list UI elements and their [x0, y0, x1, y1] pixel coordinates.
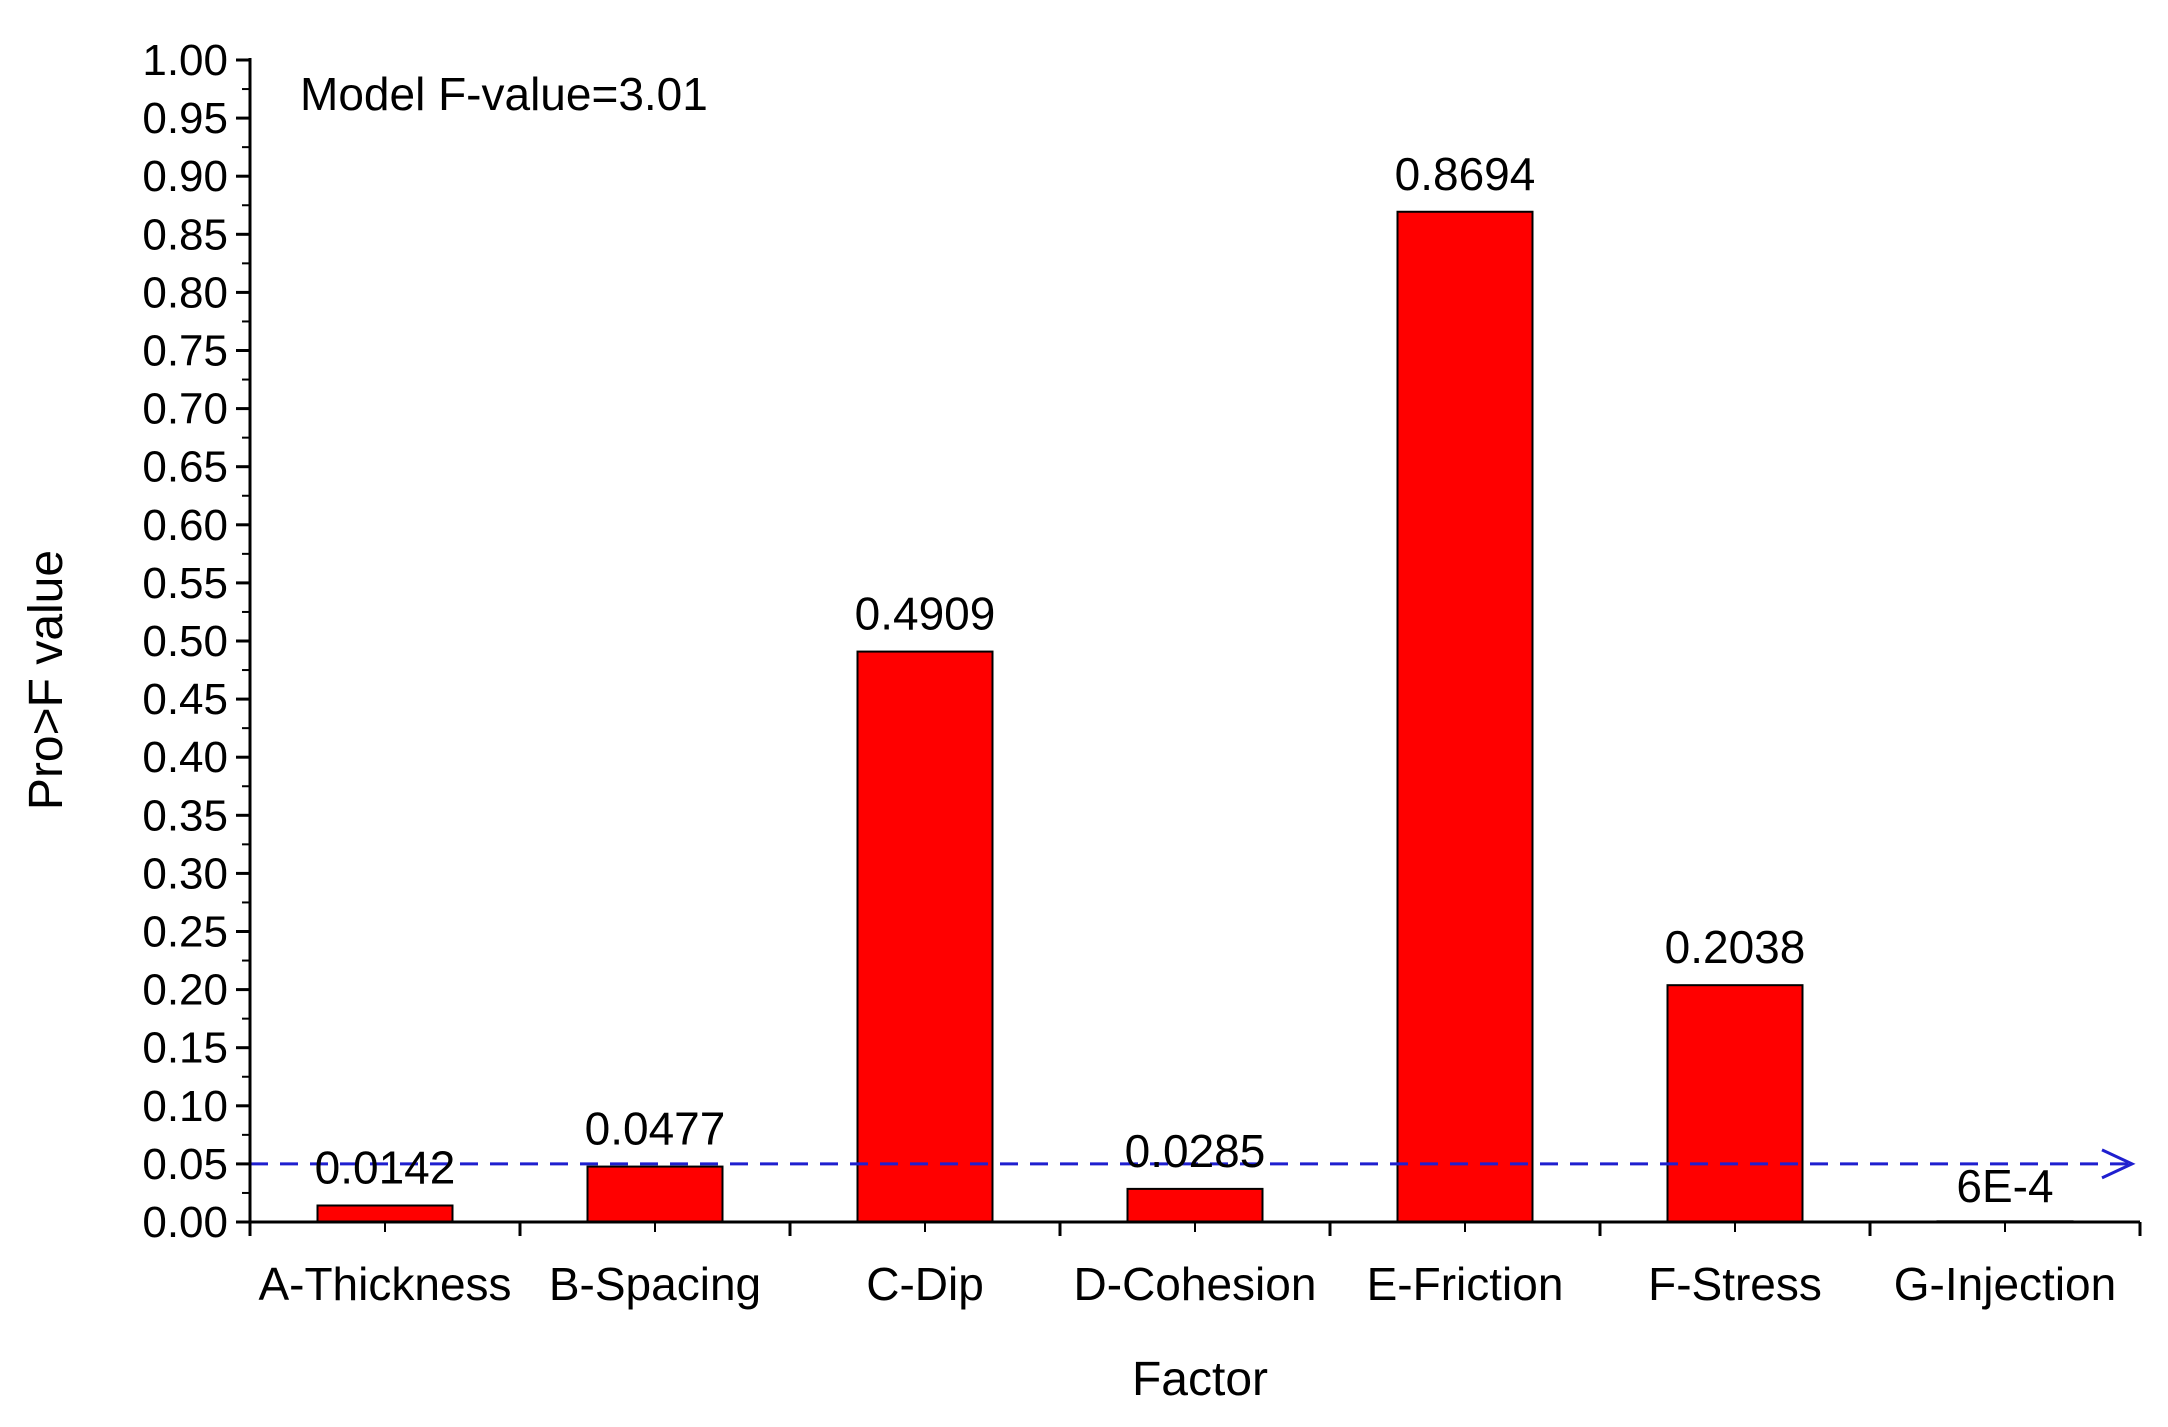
y-tick-label: 0.95	[142, 94, 228, 143]
y-tick-label: 0.40	[142, 733, 228, 782]
bar-value-label: 6E-4	[1956, 1160, 2053, 1212]
bar-c-dip	[856, 650, 994, 1223]
x-tick-label: B-Spacing	[549, 1258, 761, 1310]
labels-layer: 0.00 0.05 0.10 0.15 0.20 0.25 0.30 0.35 0.40 0.45…	[142, 36, 2116, 1310]
y-tick-label: 0.50	[142, 617, 228, 666]
y-tick-label: 0.70	[142, 385, 228, 434]
x-axis-title: Factor	[1132, 1353, 1268, 1406]
y-tick-label: 0.15	[142, 1024, 228, 1073]
bar-a-thickness	[316, 1204, 454, 1224]
x-tick-label: A-Thickness	[258, 1258, 511, 1310]
bar-f-stress	[1666, 984, 1804, 1223]
x-tick-label: D-Cohesion	[1074, 1258, 1317, 1310]
bar-b-spacing	[586, 1165, 724, 1224]
bar-value-label: 0.0142	[315, 1141, 456, 1193]
y-tick-label: 0.85	[142, 210, 228, 259]
y-tick-label: 0.25	[142, 908, 228, 957]
y-tick-label: 1.00	[142, 36, 228, 85]
bar-value-label: 0.0477	[585, 1103, 726, 1155]
threshold-arrowhead	[2101, 1148, 2136, 1180]
y-tick-label: 0.35	[142, 791, 228, 840]
bar-d-cohesion	[1126, 1187, 1264, 1224]
model-f-value-annotation: Model F-value=3.01	[300, 68, 708, 120]
bar-value-label: 0.2038	[1665, 921, 1806, 973]
y-tick-label: 0.05	[142, 1140, 228, 1189]
x-tick-label: F-Stress	[1648, 1258, 1822, 1310]
y-axis-title: Pro>F value	[20, 550, 73, 810]
y-tick-label: 0.20	[142, 966, 228, 1015]
reference-line-layer	[250, 1148, 2136, 1180]
y-tick-label: 0.80	[142, 268, 228, 317]
y-tick-label: 0.00	[142, 1198, 228, 1247]
y-tick-label: 0.75	[142, 327, 228, 376]
bars-layer	[316, 210, 2074, 1224]
y-tick-label: 0.30	[142, 849, 228, 898]
bar-value-label: 0.8694	[1395, 148, 1536, 200]
bar-value-label: 0.4909	[855, 588, 996, 640]
bar-value-label: 0.0285	[1125, 1125, 1266, 1177]
bar-e-friction	[1396, 210, 1534, 1223]
y-tick-label: 0.55	[142, 559, 228, 608]
y-tick-label: 0.45	[142, 675, 228, 724]
y-tick-label: 0.65	[142, 443, 228, 492]
x-tick-label: C-Dip	[866, 1258, 984, 1310]
x-tick-label: G-Injection	[1894, 1258, 2116, 1310]
y-tick-label: 0.10	[142, 1082, 228, 1131]
axes-layer	[236, 58, 2142, 1236]
x-tick-label: E-Friction	[1367, 1258, 1564, 1310]
y-tick-label: 0.60	[142, 501, 228, 550]
y-tick-label: 0.90	[142, 152, 228, 201]
